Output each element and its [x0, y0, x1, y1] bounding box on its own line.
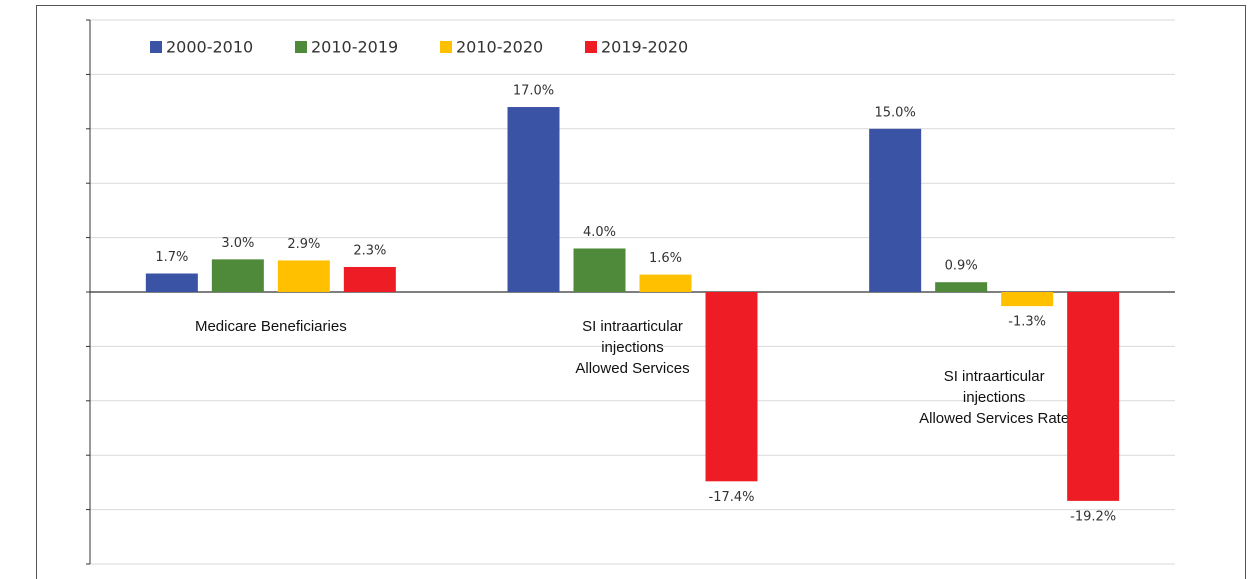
legend-label: 2000-2010 [166, 38, 253, 57]
legend-label: 2010-2020 [456, 38, 543, 57]
x-tick-label: SI intraarticular [582, 318, 683, 335]
bar [507, 107, 560, 292]
bar [277, 260, 330, 292]
data-label: 17.0% [513, 84, 554, 99]
x-tick-label: SI intraarticular [944, 368, 1045, 385]
data-label: 2.9% [287, 237, 320, 252]
data-label: 2.3% [353, 243, 386, 258]
data-label: -1.3% [1008, 315, 1046, 330]
data-label: -19.2% [1070, 509, 1116, 524]
legend-swatch [585, 41, 597, 53]
bar [1067, 292, 1120, 501]
data-label: 0.9% [945, 259, 978, 274]
bar [573, 248, 626, 292]
data-label: 15.0% [875, 105, 916, 120]
legend-swatch [150, 41, 162, 53]
data-label: -17.4% [709, 490, 755, 505]
data-label: 4.0% [583, 225, 616, 240]
bar [869, 128, 922, 292]
legend-swatch [440, 41, 452, 53]
data-label: 1.6% [649, 251, 682, 266]
legend-label: 2010-2019 [311, 38, 398, 57]
bar [211, 259, 264, 292]
data-label: 3.0% [221, 236, 254, 251]
frame [36, 5, 1246, 579]
bar [935, 282, 988, 292]
x-tick-label: injections [963, 389, 1026, 406]
x-tick-label: Allowed Services [575, 360, 689, 377]
x-tick-label: injections [601, 339, 664, 356]
legend-swatch [295, 41, 307, 53]
bar [639, 274, 692, 292]
bar [145, 273, 198, 292]
bar [705, 292, 758, 482]
x-tick-label: Medicare Beneficiaries [195, 318, 347, 335]
x-tick-label: Allowed Services Rate [919, 410, 1069, 427]
bar [343, 266, 396, 292]
bar [1001, 292, 1054, 307]
data-label: 1.7% [155, 250, 188, 265]
legend-label: 2019-2020 [601, 38, 688, 57]
